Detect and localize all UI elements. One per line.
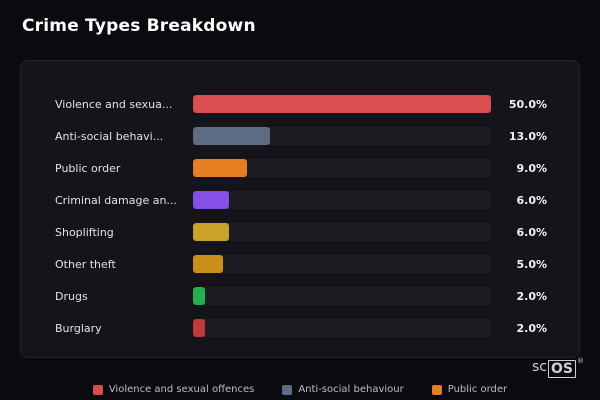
bar-row: Shoplifting 6.0%	[55, 223, 547, 241]
value-label: 13.0%	[508, 129, 547, 143]
value-label: 5.0%	[516, 257, 547, 271]
bar	[193, 319, 205, 337]
chart-card: Violence and sexua... 50.0% Anti-social be…	[20, 60, 580, 358]
bar-track	[193, 255, 491, 273]
bar-row: Anti-social behavi... 13.0%	[55, 127, 547, 145]
bar-track	[193, 223, 491, 241]
legend-label: Violence and sexual offences	[108, 384, 255, 395]
registered-mark: ®	[577, 357, 584, 365]
value-label: 2.0%	[516, 289, 547, 303]
legend-item[interactable]: Violence and sexual offences	[92, 384, 255, 395]
bar-row: Burglary 2.0%	[55, 319, 547, 337]
bar	[193, 127, 271, 145]
value-label: 2.0%	[516, 321, 547, 335]
value-label: 9.0%	[516, 161, 547, 175]
value-label: 50.0%	[508, 97, 547, 111]
bar-track	[193, 95, 491, 113]
legend-item[interactable]: Anti-social behaviour	[282, 384, 404, 395]
bar-track	[193, 191, 491, 209]
category-label: Public order	[55, 161, 121, 175]
scos-logo: sc OS ®	[532, 357, 584, 378]
value-label: 6.0%	[516, 193, 547, 207]
bar-track	[193, 319, 491, 337]
bar	[193, 95, 491, 113]
chart-legend: Violence and sexual offences Anti-social …	[0, 384, 600, 395]
category-label: Anti-social behavi...	[55, 129, 164, 143]
legend-swatch-icon	[431, 384, 442, 395]
bar-track	[193, 287, 491, 305]
bar-chart: Violence and sexua... 50.0% Anti-social be…	[55, 95, 547, 337]
legend-swatch-icon	[282, 384, 293, 395]
category-label: Criminal damage an...	[55, 193, 177, 207]
bar-track	[193, 159, 491, 177]
category-label: Burglary	[55, 321, 102, 335]
bar	[193, 287, 205, 305]
bar	[193, 223, 229, 241]
legend-label: Public order	[447, 384, 508, 395]
category-label: Drugs	[55, 289, 88, 303]
bar-row: Public order 9.0%	[55, 159, 547, 177]
bar	[193, 255, 223, 273]
page-title: Crime Types Breakdown	[22, 16, 256, 36]
bar-track	[193, 127, 491, 145]
category-label: Violence and sexua...	[55, 97, 173, 111]
bar-row: Criminal damage an... 6.0%	[55, 191, 547, 209]
bar	[193, 159, 247, 177]
bar-row: Drugs 2.0%	[55, 287, 547, 305]
legend-item[interactable]: Public order	[431, 384, 508, 395]
legend-label: Anti-social behaviour	[298, 384, 404, 395]
legend-swatch-icon	[92, 384, 103, 395]
value-label: 6.0%	[516, 225, 547, 239]
logo-prefix: sc	[532, 359, 548, 375]
bar	[193, 191, 229, 209]
logo-box: OS	[548, 360, 576, 378]
bar-row: Other theft 5.0%	[55, 255, 547, 273]
category-label: Shoplifting	[55, 225, 114, 239]
category-label: Other theft	[55, 257, 116, 271]
bar-row: Violence and sexua... 50.0%	[55, 95, 547, 113]
